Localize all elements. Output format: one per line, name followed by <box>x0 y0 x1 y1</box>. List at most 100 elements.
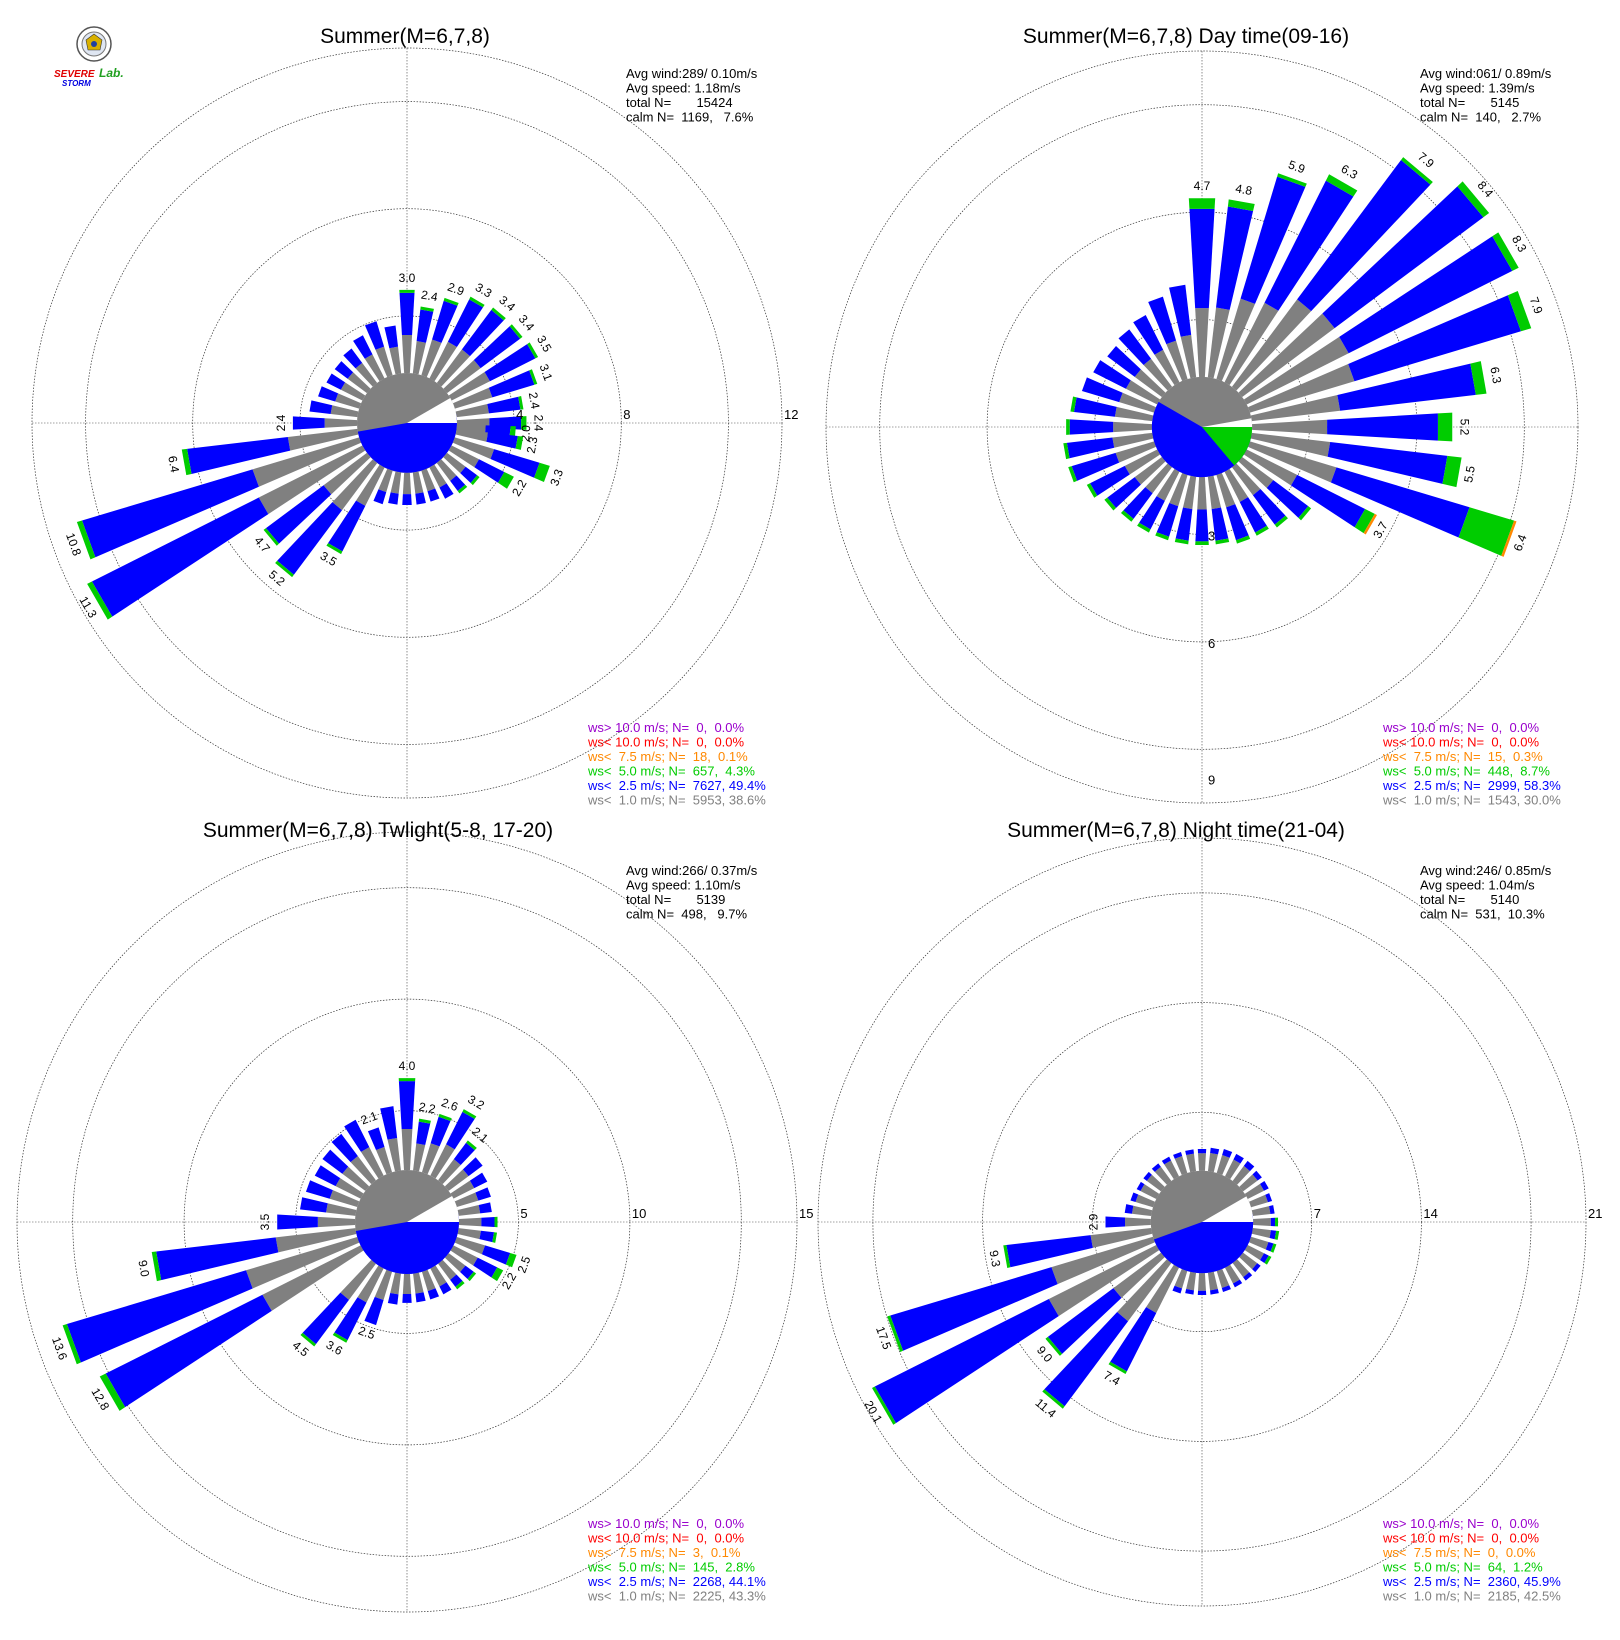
rose-bar-low-speed <box>488 370 535 398</box>
rose-bar-mid-speed <box>1120 510 1134 522</box>
ring-label: 14 <box>1423 1206 1437 1221</box>
logo-text-storm: STORM <box>62 79 91 88</box>
rose-bar-low-speed <box>328 500 366 552</box>
rose-bar-low-speed <box>1047 1288 1122 1354</box>
core-sector-calm <box>1202 418 1253 427</box>
rose-bar-low-speed <box>1169 284 1192 337</box>
core-sector-calm <box>1202 1196 1254 1222</box>
rose-bar-low-speed <box>1139 496 1165 530</box>
rose-bar-mid-speed <box>1470 361 1487 395</box>
rose-bar-low-speed <box>1269 1230 1277 1240</box>
rose-bar-low-speed <box>1265 1193 1273 1203</box>
rose-bar-mid-speed <box>1437 412 1453 442</box>
logo-text-lab: Lab. <box>99 66 124 80</box>
rose-bar-calm-speed <box>324 418 358 428</box>
core-sector-calm <box>407 1196 459 1222</box>
rose-bar-calm-speed <box>1249 1194 1268 1208</box>
rose-bar-calm-speed <box>360 1147 384 1179</box>
bar-value-label: 2.6 <box>439 1095 460 1114</box>
rose-bar-mid-speed <box>1270 1243 1277 1253</box>
rose-bar-mid-speed <box>399 289 415 293</box>
stat-line: total N= 5139 <box>626 892 725 907</box>
rose-bar-low-speed <box>1239 497 1267 533</box>
rose-bar-mid-speed <box>469 296 485 308</box>
rose-bar-low-speed <box>478 1202 492 1214</box>
rose-bar-calm-speed <box>1198 1153 1206 1171</box>
rose-bar-low-speed <box>484 344 536 382</box>
bar-value-label: 3.1 <box>537 362 556 383</box>
rose-bar-calm-speed <box>1238 313 1335 398</box>
rose-bar-low-speed <box>1197 1290 1207 1296</box>
rose-bar-calm-speed <box>1244 1245 1265 1261</box>
ring-label: 21 <box>1588 1206 1602 1221</box>
rose-bar-calm-speed <box>448 372 490 401</box>
rose-bar-mid-speed <box>263 528 279 546</box>
rose-bar-low-speed <box>388 492 399 505</box>
bar-value-label: 3.4 <box>496 293 518 315</box>
rose-bar-low-speed <box>305 1180 333 1199</box>
legend-entry: ws> 10.0 m/s; N= 0, 0.0% <box>587 720 745 735</box>
rose-bar-calm-speed <box>262 1245 364 1311</box>
rose-bar-low-speed <box>1151 1163 1161 1172</box>
rose-bar-calm-speed <box>421 339 442 378</box>
rose-bar-mid-speed <box>1275 1217 1279 1227</box>
bar-value-label: 17.5 <box>873 1325 894 1352</box>
legend-entry: ws< 7.5 m/s; N= 3, 0.1% <box>587 1545 741 1560</box>
rose-bar-calm-speed <box>1154 349 1180 386</box>
legend-entry: ws< 2.5 m/s; N= 7627, 49.4% <box>587 778 766 793</box>
rose-bar-low-speed <box>277 502 343 575</box>
rose-bar-calm-speed <box>335 393 362 409</box>
rose-bar-low-speed <box>66 1270 253 1363</box>
rose-bar-mid-speed <box>1063 442 1070 460</box>
rose-bar-high-speed <box>1501 520 1517 557</box>
core-sector-calm <box>407 398 457 423</box>
rose-bar-low-speed <box>1118 329 1152 365</box>
rose-bar-mid-speed <box>492 1232 498 1243</box>
rose-bar-calm-speed <box>1244 1183 1265 1199</box>
rose-bar-calm-speed <box>457 1228 481 1240</box>
stat-line: Avg wind:266/ 0.37m/s <box>626 863 758 878</box>
rose-bar-calm-speed <box>444 1169 469 1191</box>
bar-value-label: 7.9 <box>1415 149 1437 171</box>
rose-bar-calm-speed <box>1117 1259 1172 1322</box>
rose-bar-calm-speed <box>1216 1269 1230 1288</box>
rose-bar-low-speed <box>1240 176 1306 304</box>
rose-bar-calm-speed <box>402 1273 412 1295</box>
rose-bar-calm-speed <box>1250 395 1341 422</box>
range-ring <box>879 104 1525 750</box>
bar-value-label: 4.8 <box>1234 181 1253 198</box>
rose-bar-calm-speed <box>1146 1264 1179 1313</box>
rose-bar-calm-speed <box>421 1269 436 1292</box>
rose-bar-low-speed <box>1260 1253 1269 1264</box>
rose-bar-calm-speed <box>1197 477 1207 510</box>
rose-bar-low-speed <box>460 1265 474 1280</box>
rose-bar-low-speed <box>890 1267 1058 1351</box>
bar-value-label: 9.3 <box>987 1249 1004 1268</box>
bar-value-label: 9.0 <box>135 1259 152 1278</box>
rose-bar-calm-speed <box>340 382 366 401</box>
rose-bar-low-speed <box>415 1292 426 1303</box>
rose-bar-mid-speed <box>1042 1389 1065 1409</box>
legend-entry: ws< 10.0 m/s; N= 0, 0.0% <box>587 1531 745 1546</box>
rose-bar-low-speed <box>384 325 399 349</box>
rose-bar-calm-speed <box>444 1253 466 1273</box>
rose-bar-calm-speed <box>450 1180 475 1199</box>
ring-label: 10 <box>632 1206 646 1221</box>
rose-bar-calm-speed <box>1174 1156 1188 1175</box>
rose-bar-low-speed <box>430 1116 451 1147</box>
rose-bar-low-speed <box>1124 1204 1134 1214</box>
stat-line: Avg wind:289/ 0.10m/s <box>626 66 758 81</box>
rose-bar-low-speed <box>91 497 269 617</box>
rose-bar-calm-speed <box>287 428 359 451</box>
rose-bar-calm-speed <box>429 341 457 382</box>
rose-bar-mid-speed <box>62 1324 81 1365</box>
rose-bar-calm-speed <box>1134 456 1166 485</box>
rose-bar-mid-speed <box>491 307 506 321</box>
rose-bar-low-speed <box>367 1127 385 1151</box>
rose-bar-calm-speed <box>317 1216 356 1228</box>
rose-bar-low-speed <box>1265 1241 1274 1252</box>
rose-bar-mid-speed <box>455 1280 465 1290</box>
legend-entry: ws< 5.0 m/s; N= 145, 2.8% <box>587 1560 755 1575</box>
rose-bar-calm-speed <box>430 1144 455 1179</box>
rose-bar-calm-speed <box>438 1159 461 1185</box>
